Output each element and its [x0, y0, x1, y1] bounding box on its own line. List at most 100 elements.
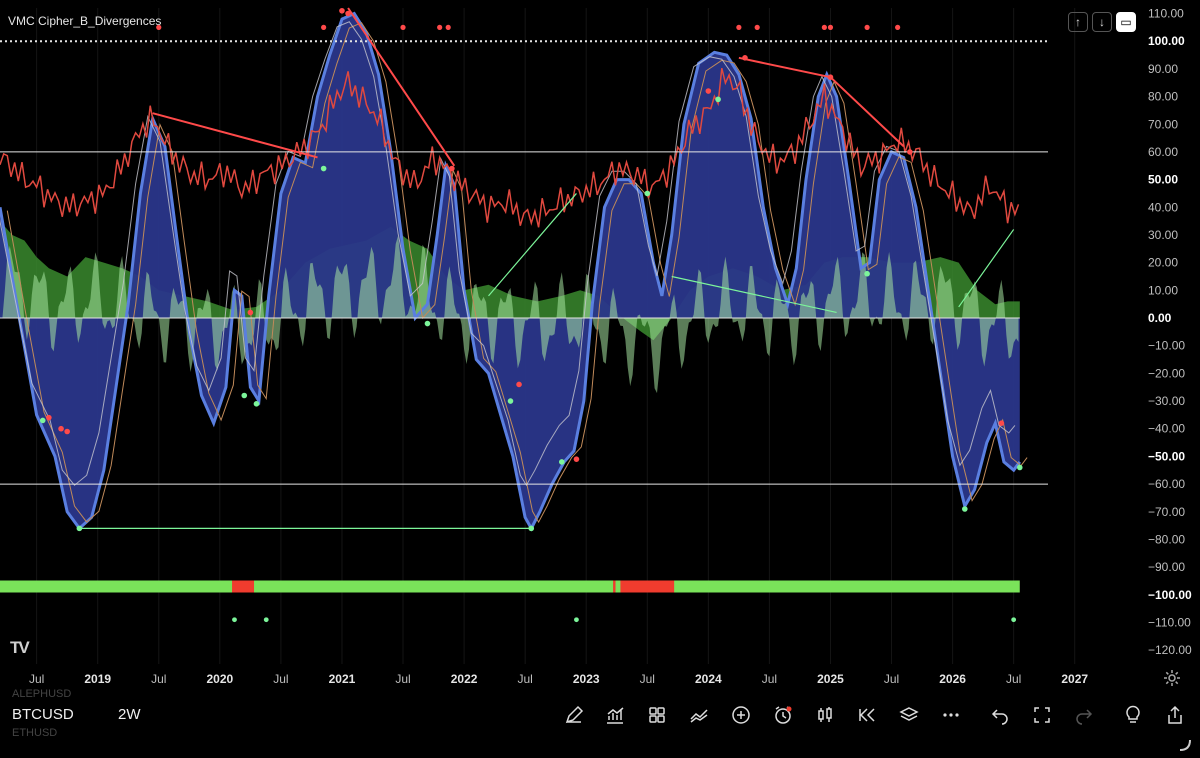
bottom-signal-dot: [1011, 617, 1017, 623]
y-tick-label: −90.00: [1148, 560, 1185, 574]
x-tick-label: Jul: [29, 672, 44, 686]
share-button[interactable]: [1163, 703, 1187, 727]
bull-signal-dot: [528, 525, 535, 532]
top-signal-dot: [445, 24, 451, 30]
bear-divergence-line: [347, 7, 456, 167]
y-tick-label: 40.00: [1148, 200, 1178, 214]
y-tick-label: −50.00: [1148, 449, 1185, 463]
redo-button[interactable]: [1072, 703, 1096, 727]
alert-button[interactable]: [771, 703, 795, 727]
chart-type-button[interactable]: [813, 703, 837, 727]
resize-handle-icon[interactable]: [1178, 738, 1192, 752]
symbol-next[interactable]: ETHUSD: [12, 727, 58, 739]
redo-icon: [1076, 709, 1093, 725]
compare-button[interactable]: [687, 703, 711, 727]
symbol-prev[interactable]: ALEPHUSD: [12, 688, 72, 700]
settings-button[interactable]: [1160, 666, 1184, 690]
add-button[interactable]: [729, 703, 753, 727]
fullscreen-button[interactable]: [1030, 703, 1054, 727]
interval-button[interactable]: 2W: [118, 706, 141, 723]
alert-clock-icon: [775, 706, 792, 724]
bear-signal-dot: [827, 74, 834, 80]
bear-signal-dot: [742, 55, 748, 61]
bottom-signal-dot: [263, 617, 269, 623]
rsi-line: [0, 68, 1020, 228]
undo-button[interactable]: [988, 703, 1012, 727]
bull-signal-dot: [320, 165, 327, 172]
x-tick-label: 2024: [695, 672, 722, 686]
top-signal-dot: [736, 24, 742, 30]
maximize-icon: ▭: [1120, 15, 1132, 29]
x-tick-label: Jul: [1006, 672, 1021, 686]
indicator-title: VMC Cipher_B_Divergences: [8, 14, 162, 28]
bear-signal-dot: [58, 425, 64, 432]
y-tick-label: 90.00: [1148, 62, 1178, 76]
x-tick-label: 2027: [1061, 672, 1088, 686]
arrow-down-icon: ↓: [1099, 15, 1105, 29]
y-tick-label: 10.00: [1148, 283, 1178, 297]
y-tick-label: −30.00: [1148, 394, 1185, 408]
x-tick-label: 2026: [939, 672, 966, 686]
y-tick-label: 0.00: [1148, 311, 1172, 325]
vwap-line: [0, 21, 1016, 487]
wave2-line: [6, 22, 1028, 524]
y-tick-label: 110.00: [1148, 7, 1184, 21]
draw-tool-button[interactable]: [562, 703, 586, 727]
x-axis: Jul 2019 Jul 2020 Jul 2021 Jul 2022 Jul 2023 Jul 20…: [29, 672, 1088, 686]
bear-divergence-line: [829, 76, 905, 148]
bull-signal-dot: [39, 417, 46, 424]
replay-icon: [859, 708, 875, 722]
ideas-button[interactable]: [1121, 703, 1145, 727]
x-tick-label: Jul: [273, 672, 288, 686]
pencil-icon: [565, 705, 584, 724]
top-signal-dot: [754, 24, 760, 30]
y-tick-label: −70.00: [1148, 505, 1185, 519]
more-button[interactable]: [939, 703, 963, 727]
plus-circle-icon: [732, 706, 750, 724]
bulb-icon: [1126, 705, 1140, 723]
move-down-button[interactable]: ↓: [1092, 12, 1112, 32]
top-signal-dot: [895, 24, 901, 30]
bull-signal-dot: [715, 96, 721, 103]
bull-signal-dot: [864, 270, 870, 277]
bear-signal-dot: [64, 428, 70, 435]
x-tick-label: Jul: [517, 672, 532, 686]
y-tick-label: −120.00: [1148, 643, 1192, 657]
maximize-pane-button[interactable]: ▭: [1116, 12, 1136, 32]
layout-button[interactable]: [645, 703, 669, 727]
fullscreen-icon: [1034, 707, 1050, 723]
y-tick-label: −100.00: [1148, 588, 1192, 602]
bear-signal-dot: [345, 10, 351, 17]
share-icon: [1168, 705, 1182, 724]
symbol-name[interactable]: BTCUSD: [12, 706, 74, 723]
bull-signal-dot: [424, 320, 431, 327]
top-signal-dot: [437, 24, 443, 30]
bull-signal-dot: [558, 459, 565, 465]
top-signal-dot: [400, 24, 406, 30]
undo-icon: [991, 709, 1008, 725]
bear-divergence-line: [152, 112, 318, 159]
bottom-signal-dot: [574, 617, 579, 623]
bull-signal-dot: [253, 401, 260, 407]
top-signal-dot: [321, 24, 327, 30]
bear-signal-dot: [339, 7, 345, 14]
bull-signal-dot: [1016, 464, 1023, 471]
bear-signal-dot: [449, 165, 455, 172]
indicators-button[interactable]: [603, 703, 627, 727]
bottom-signal-dot: [232, 617, 237, 623]
x-tick-label: Jul: [395, 672, 410, 686]
bull-divergence-line: [671, 275, 837, 314]
money-flow-light-area: [0, 235, 1019, 394]
compare-icon: [690, 709, 708, 723]
replay-button[interactable]: [855, 703, 879, 727]
bull-signal-dot: [76, 525, 83, 532]
bull-signal-dot: [644, 190, 651, 197]
layers-button[interactable]: [897, 703, 921, 727]
top-signal-dot: [864, 24, 870, 30]
x-tick-label: 2025: [817, 672, 844, 686]
top-signal-dot: [821, 24, 827, 30]
status-bar-red-segment: [620, 580, 675, 593]
move-up-button[interactable]: ↑: [1068, 12, 1088, 32]
y-tick-label: 80.00: [1148, 90, 1178, 104]
